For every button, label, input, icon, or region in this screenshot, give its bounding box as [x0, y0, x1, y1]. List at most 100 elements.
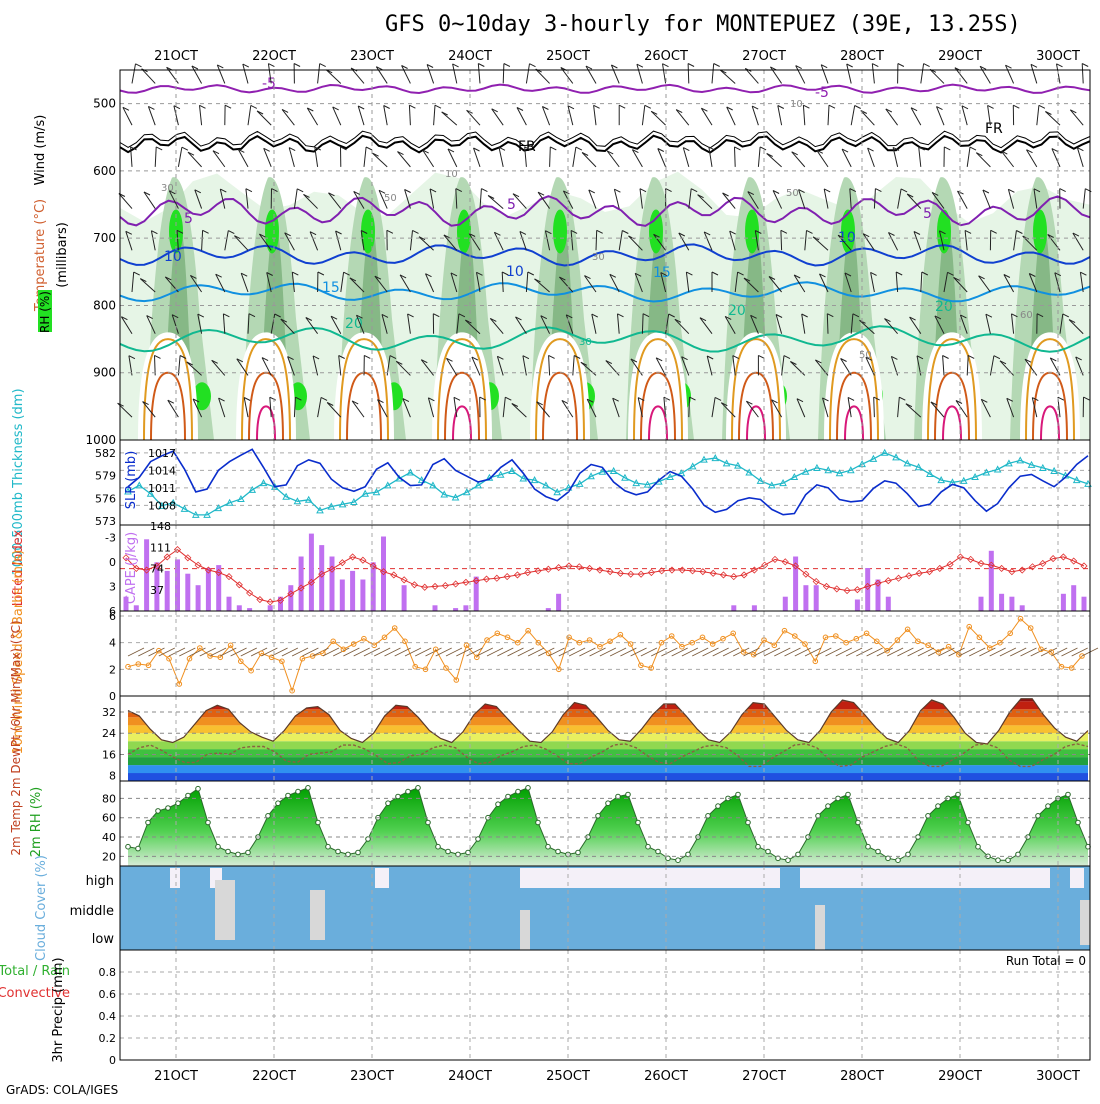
- rh-point: [546, 844, 551, 849]
- rh-point: [446, 849, 451, 854]
- rh-point: [916, 835, 921, 840]
- cape-bar: [855, 600, 860, 612]
- rh-point: [676, 858, 681, 863]
- wind-barb: [874, 397, 875, 417]
- wind-tick-label: 6: [109, 610, 116, 623]
- cape-bar: [134, 605, 139, 611]
- rh-point: [1076, 820, 1081, 825]
- rh-shade-saturated: [649, 209, 663, 253]
- cape-bar: [463, 605, 468, 611]
- cape-bar: [206, 568, 211, 611]
- y-tick-label: 600: [93, 164, 116, 178]
- wind-barb-flag: [872, 64, 878, 67]
- temp-tick-label: 32: [102, 706, 116, 719]
- cape-bar: [1061, 594, 1066, 611]
- temp-color-band: [128, 773, 1088, 781]
- axis-label-slp: SLP (mb): [124, 451, 139, 510]
- wind-barb-flag: [530, 64, 536, 67]
- cape-bar: [402, 585, 407, 611]
- cape-bar: [1071, 585, 1076, 611]
- precip-tick-label: 0.4: [99, 1010, 117, 1023]
- wind-barb: [688, 64, 689, 84]
- wind-barb-flag: [504, 64, 510, 67]
- cloud-row-label: high: [86, 874, 114, 889]
- cape-bar: [185, 574, 190, 611]
- rh-point: [636, 820, 641, 825]
- temp-tick-label: 24: [102, 727, 116, 740]
- cape-bar: [989, 551, 994, 611]
- rh-point: [746, 820, 751, 825]
- rh-point: [236, 852, 241, 857]
- x-tick-label-top: 26OCT: [644, 49, 688, 64]
- cape-bar: [340, 580, 345, 612]
- x-tick-label-bottom: 25OCT: [546, 1069, 590, 1084]
- thickness-tick-label: 579: [95, 470, 116, 483]
- contour-label: 30: [592, 252, 605, 263]
- temp-tick-label: 16: [102, 748, 116, 761]
- page-title: GFS 0~10day 3-hourly for MONTEPUEZ (39E,…: [385, 12, 1021, 37]
- rh-point: [246, 850, 251, 855]
- precip-tick-label: 0.2: [99, 1032, 117, 1045]
- rh-shade-saturated: [553, 209, 567, 253]
- wind-barb-flag: [688, 64, 694, 67]
- rh-point: [1036, 814, 1041, 819]
- rh-point: [846, 792, 851, 797]
- grads-credit: GrADS: COLA/IGES: [6, 1083, 118, 1097]
- rh-point: [186, 793, 191, 798]
- cape-bar: [350, 571, 355, 611]
- cape-bar: [309, 534, 314, 611]
- rh-point: [786, 858, 791, 863]
- cape-tick-label: 148: [150, 520, 171, 533]
- x-tick-label-top: 22OCT: [252, 49, 296, 64]
- cape-bar: [433, 605, 438, 611]
- slp-tick-label: 1014: [148, 464, 176, 477]
- thickness-tick-label: 573: [95, 515, 116, 528]
- axis-label-cape: CAPE (J/kg): [124, 532, 139, 604]
- rh-point: [526, 786, 531, 791]
- contour-label: 10: [164, 249, 182, 265]
- rh-point: [316, 820, 321, 825]
- rh-point: [306, 786, 311, 791]
- cape-bar: [360, 580, 365, 612]
- wind-barb: [642, 314, 643, 334]
- cape-bar: [979, 597, 984, 611]
- cape-bar: [330, 557, 335, 612]
- x-tick-label-top: 27OCT: [742, 49, 786, 64]
- x-tick-label-bottom: 26OCT: [644, 1069, 688, 1084]
- temp-tick-label: 8: [109, 770, 116, 783]
- rh-point: [166, 806, 171, 811]
- rh-point: [516, 789, 521, 794]
- x-tick-label-bottom: 23OCT: [350, 1069, 394, 1084]
- rh-point: [326, 844, 331, 849]
- wind-barb-flag: [714, 64, 720, 67]
- cloud-clear-patch: [1070, 868, 1084, 888]
- wind-barb-flag: [268, 64, 274, 67]
- temp-color-band: [128, 757, 1088, 765]
- rh-tick-label: 40: [102, 831, 116, 844]
- x-tick-label-bottom: 22OCT: [252, 1069, 296, 1084]
- y-tick-label: 500: [93, 97, 116, 111]
- cape-bar: [731, 605, 736, 611]
- cloud-row-label: low: [92, 932, 115, 947]
- rh-point: [136, 846, 141, 851]
- cape-bar: [1082, 597, 1087, 611]
- x-tick-label-bottom: 30OCT: [1036, 1069, 1080, 1084]
- wind-barb: [550, 147, 551, 167]
- x-tick-label-top: 28OCT: [840, 49, 884, 64]
- x-tick-label-top: 25OCT: [546, 49, 590, 64]
- lifted-index-tick-label: 0: [109, 556, 116, 569]
- cape-bar: [299, 557, 304, 612]
- rh-point: [176, 801, 181, 806]
- rh-point: [406, 789, 411, 794]
- cape-bar: [886, 597, 891, 611]
- cape-bar: [1009, 597, 1014, 611]
- contour-label: 60: [1020, 310, 1033, 321]
- rh-point: [716, 804, 721, 809]
- rh-point: [336, 849, 341, 854]
- wind-barb-flag: [898, 64, 904, 67]
- rh-point: [796, 852, 801, 857]
- rh-point: [626, 792, 631, 797]
- rh-point: [296, 789, 301, 794]
